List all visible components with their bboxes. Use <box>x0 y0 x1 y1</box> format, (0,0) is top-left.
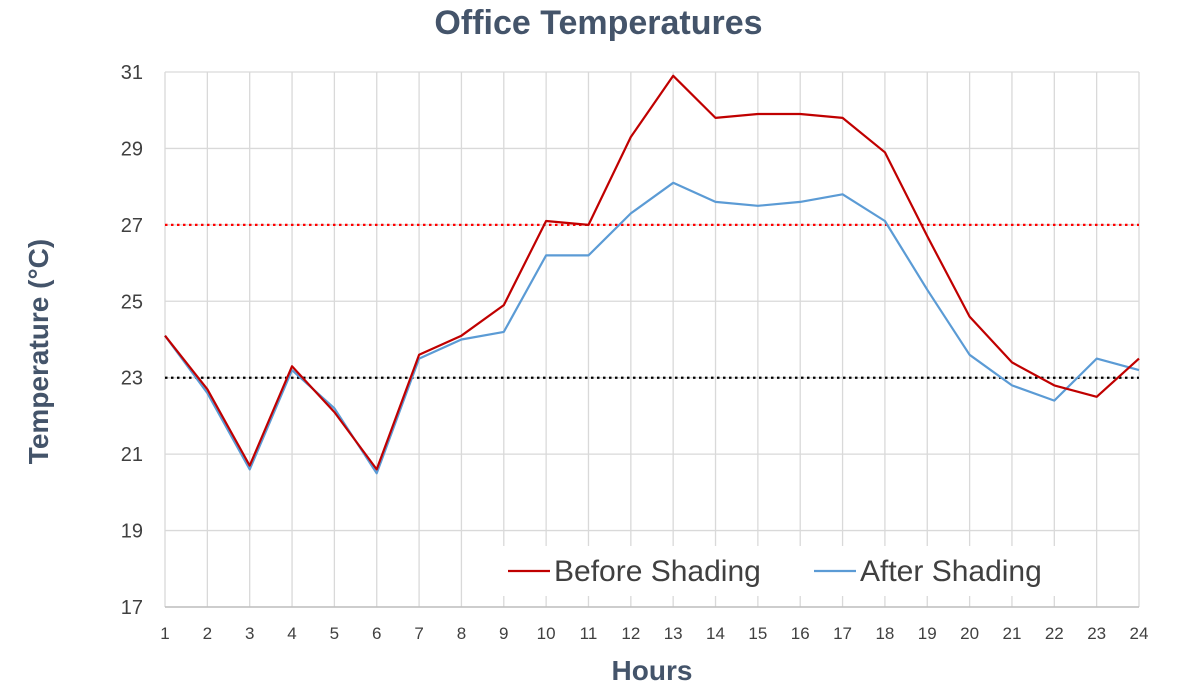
x-tick-label: 20 <box>960 624 979 643</box>
chart-title: Office Temperatures <box>434 4 763 42</box>
x-tick-label: 8 <box>457 624 466 643</box>
legend-label: After Shading <box>860 555 1042 588</box>
x-tick-label: 15 <box>748 624 767 643</box>
x-tick-label: 4 <box>287 624 296 643</box>
x-tick-label: 21 <box>1002 624 1021 643</box>
y-tick-label: 17 <box>121 597 143 619</box>
y-tick-label: 29 <box>121 138 143 160</box>
x-tick-label: 17 <box>833 624 852 643</box>
x-tick-label: 13 <box>664 624 683 643</box>
legend: Before Shading After Shading <box>492 546 1066 596</box>
x-tick-label: 6 <box>372 624 381 643</box>
legend-background <box>492 546 1066 596</box>
y-axis-title: Temperature (°C) <box>23 239 54 464</box>
x-axis-ticks: 1 2 3 4 5 6 7 8 9 10 11 12 13 14 15 16 17 18 19 20 21 22 23 24 <box>160 624 1148 643</box>
x-tick-label: 9 <box>499 624 508 643</box>
y-tick-label: 25 <box>121 291 143 313</box>
y-tick-label: 19 <box>121 521 143 543</box>
x-tick-label: 11 <box>580 624 598 643</box>
x-tick-label: 1 <box>160 624 169 643</box>
legend-label: Before Shading <box>554 555 761 588</box>
x-tick-label: 12 <box>621 624 640 643</box>
x-axis-title: Hours <box>612 655 693 686</box>
grid <box>164 71 1140 608</box>
y-tick-label: 27 <box>121 215 143 237</box>
x-tick-label: 14 <box>706 624 725 643</box>
x-tick-label: 2 <box>203 624 212 643</box>
series-line-before-shading <box>164 74 1140 471</box>
x-tick-label: 3 <box>245 624 254 643</box>
x-tick-label: 10 <box>537 624 556 643</box>
x-tick-label: 5 <box>330 624 339 643</box>
x-tick-label: 16 <box>791 624 810 643</box>
y-tick-label: 31 <box>121 62 143 84</box>
y-axis-ticks: 17 19 21 23 25 27 29 31 <box>121 62 143 619</box>
x-tick-label: 19 <box>918 624 937 643</box>
x-tick-label: 24 <box>1130 624 1149 643</box>
x-tick-label: 22 <box>1045 624 1064 643</box>
x-tick-label: 23 <box>1087 624 1106 643</box>
y-tick-label: 21 <box>121 444 143 466</box>
series-line-after-shading <box>164 181 1140 475</box>
reference-lines <box>165 223 1139 379</box>
y-tick-label: 23 <box>121 368 143 390</box>
series-lines <box>164 74 1140 475</box>
x-tick-label: 18 <box>875 624 894 643</box>
x-tick-label: 7 <box>414 624 423 643</box>
